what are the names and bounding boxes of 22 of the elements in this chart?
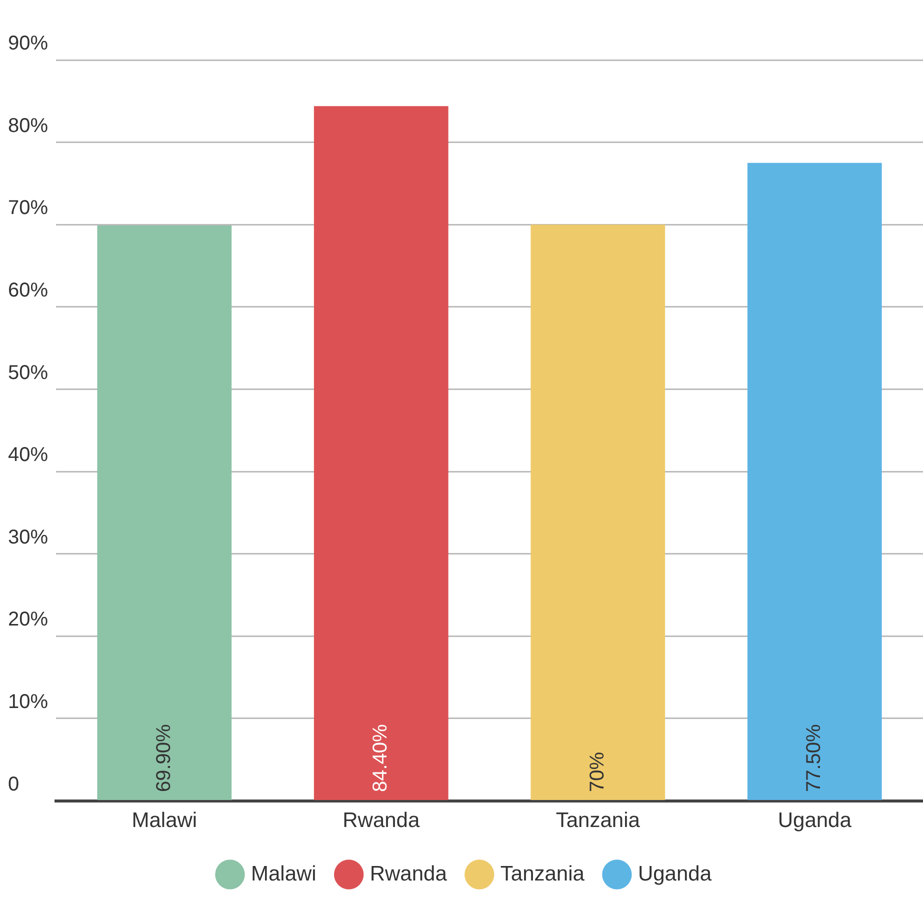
y-tick-label: 50% — [8, 362, 48, 384]
y-tick-label: 0 — [8, 773, 20, 796]
legend-label: Rwanda — [370, 862, 448, 886]
y-tick-label: 10% — [8, 691, 48, 714]
y-tick-label: 90% — [8, 32, 48, 55]
data-label: 70% — [586, 752, 608, 792]
legend-label: Malawi — [250, 862, 316, 886]
y-tick-label: 60% — [8, 279, 48, 302]
y-tick-label: 20% — [8, 608, 48, 631]
y-tick-label: 70% — [8, 197, 48, 220]
data-label: 84.40% — [370, 724, 392, 792]
legend-label: Tanzania — [500, 862, 585, 886]
y-tick-label: 30% — [8, 526, 48, 548]
x-tick-label: Rwanda — [342, 809, 420, 832]
y-tick-label: 40% — [8, 444, 48, 466]
legend-label: Uganda — [638, 862, 712, 886]
y-tick-label: 80% — [8, 114, 48, 137]
x-tick-label: Malawi — [132, 809, 198, 832]
data-label: 69.90% — [152, 724, 175, 792]
data-label: 77.50% — [803, 724, 826, 792]
x-tick-label: Tanzania — [556, 809, 640, 832]
x-tick-label: Uganda — [778, 809, 852, 832]
